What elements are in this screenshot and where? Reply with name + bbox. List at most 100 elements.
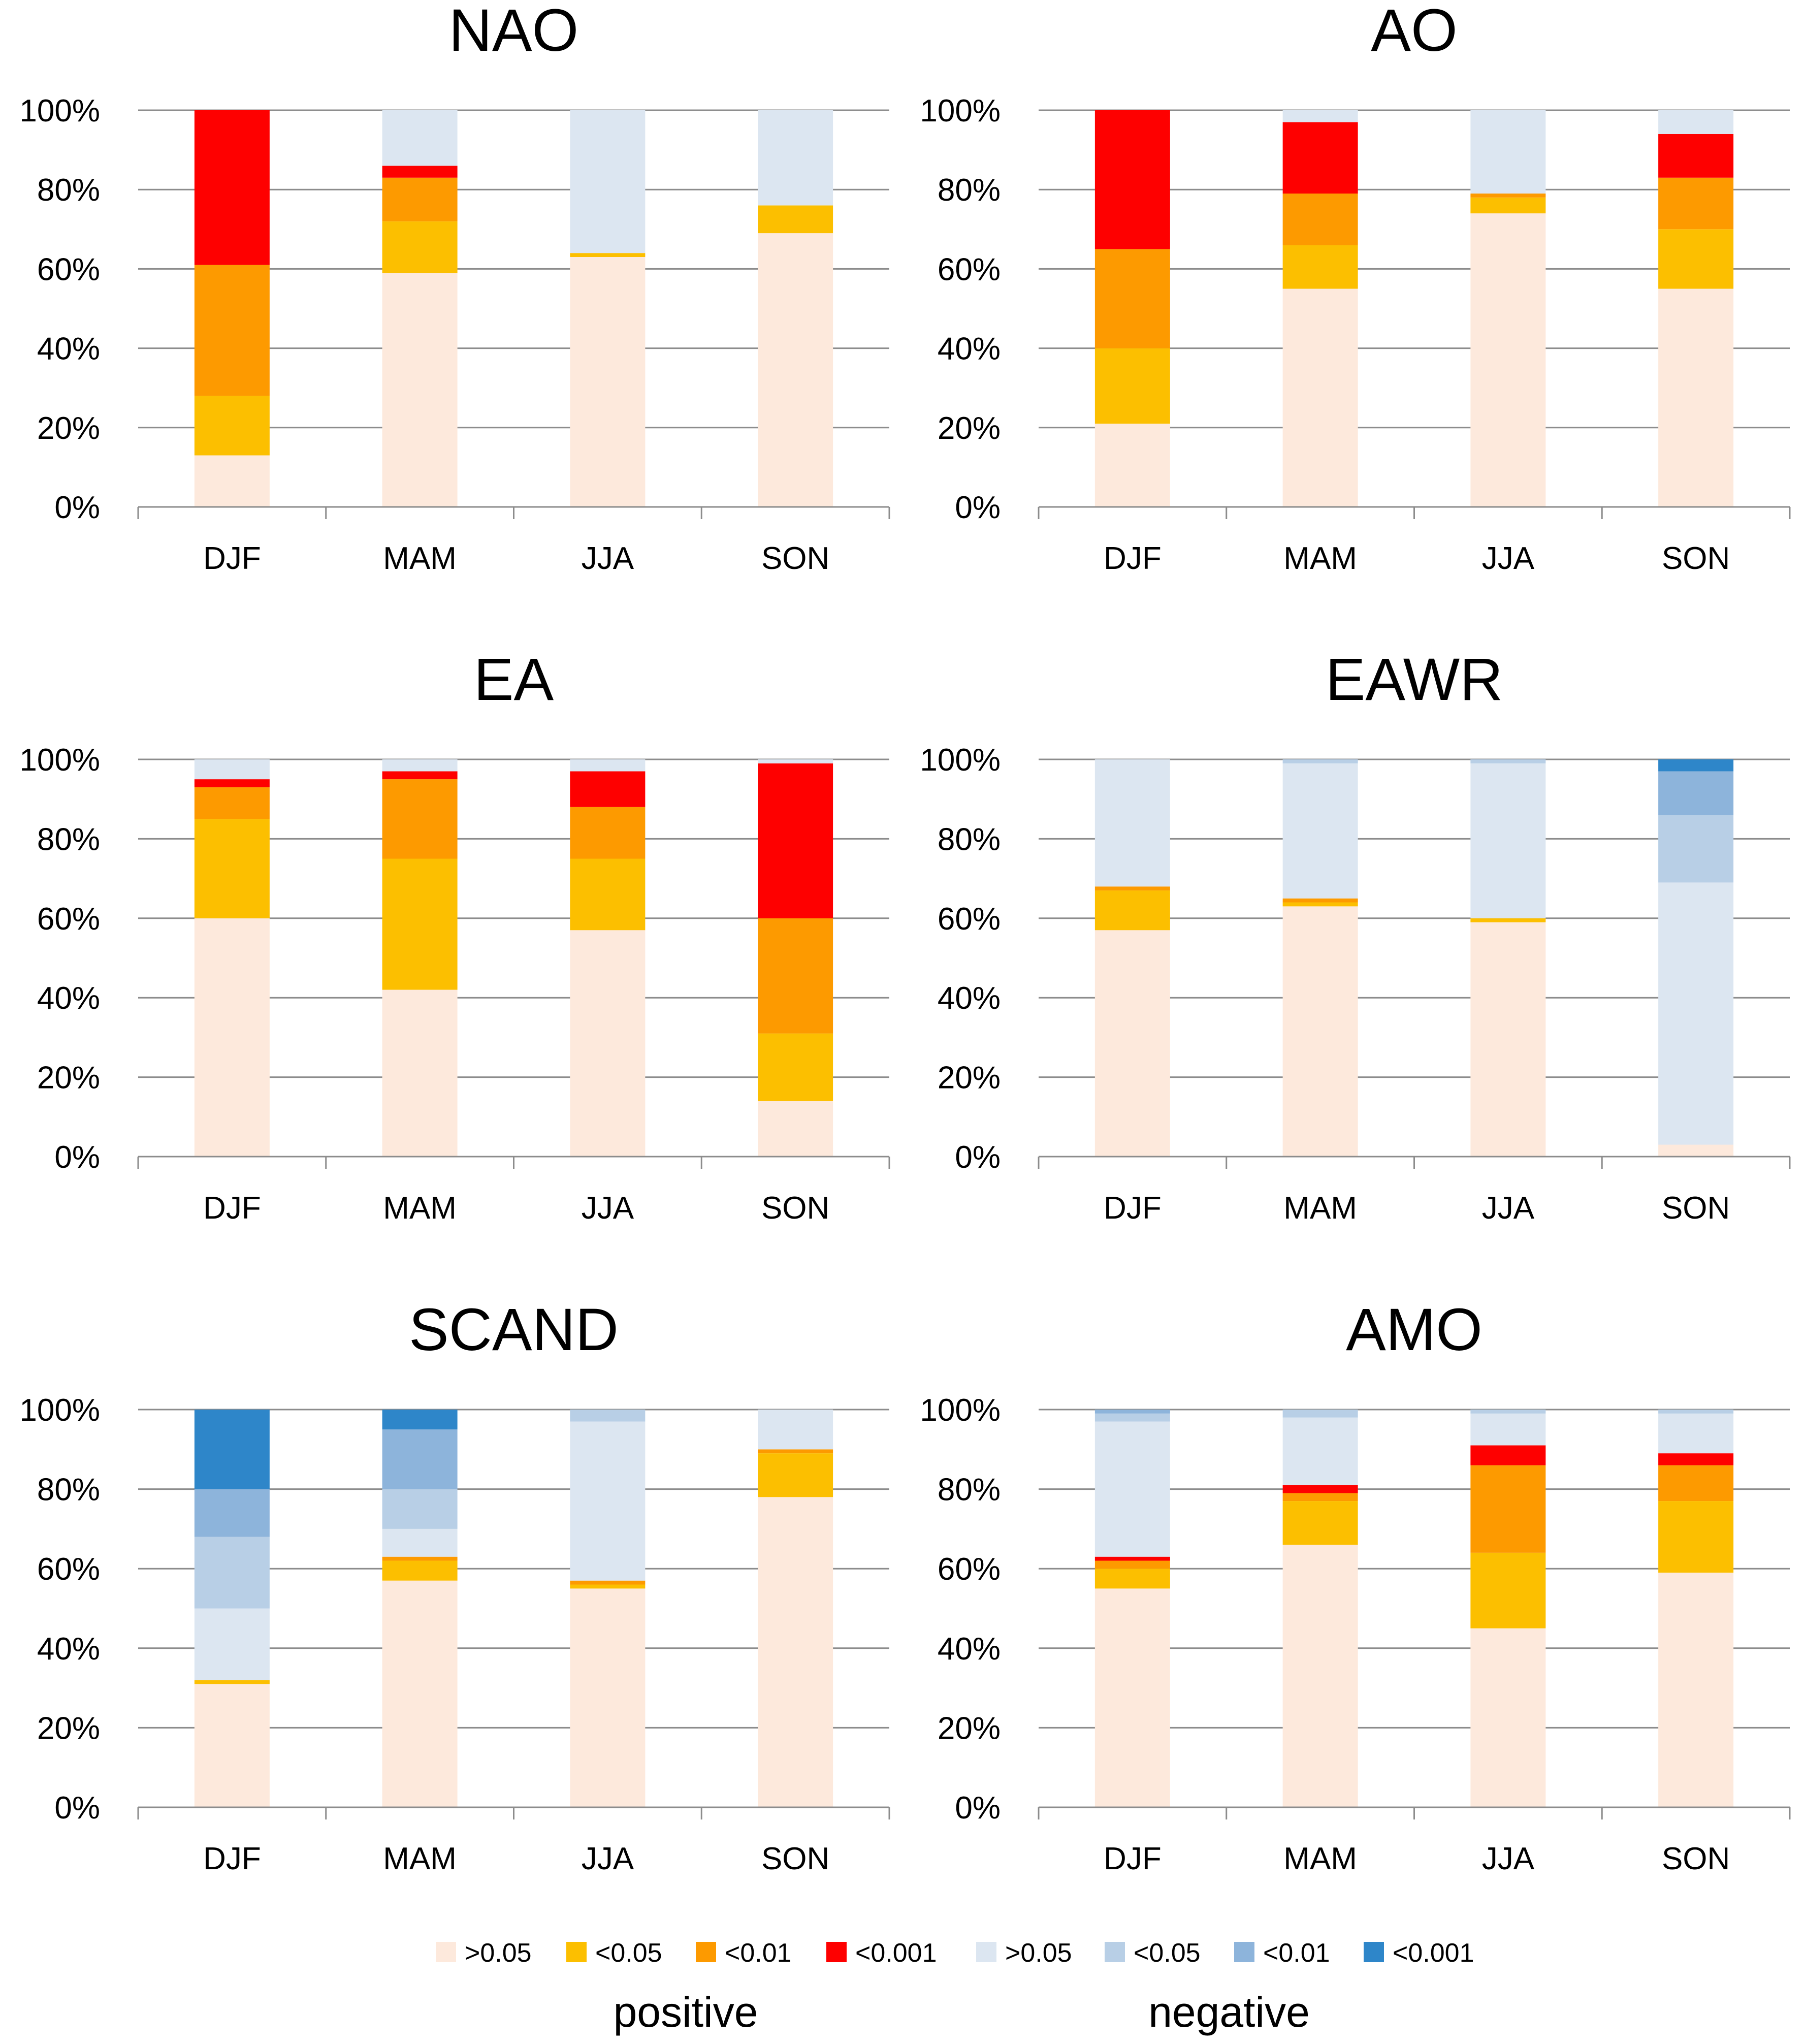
bar-segment [1282,110,1358,122]
bar-segment [1094,1413,1170,1422]
bar-segment [1658,110,1734,134]
x-tick-label: JJA [1482,1841,1535,1876]
y-tick-label: 60% [37,902,100,937]
x-tick-label: JJA [1482,541,1535,576]
x-tick-label: DJF [203,1191,261,1226]
bar-segment [758,1410,833,1450]
y-tick-label: 20% [938,1711,1001,1746]
chart-title: AO [1371,0,1458,64]
bar-segment [570,257,646,507]
x-tick-label: DJF [1104,1841,1162,1876]
bar-segment [382,110,458,166]
bar-segment [194,396,270,456]
bar-segment [1470,194,1546,198]
x-tick-label: MAM [1283,541,1357,576]
bar-segment [382,1560,458,1581]
y-tick-label: 100% [920,93,1001,129]
bar-segment [1658,1144,1734,1157]
bar-segment [1094,1421,1170,1557]
bar-segment [1470,1413,1546,1446]
x-tick-label: JJA [582,541,634,576]
bar-segment [758,918,833,1034]
legend-swatch-positive-lt001 [696,1942,716,1962]
bar-segment [1658,1410,1734,1414]
bar-segment [1658,815,1734,883]
bar-segment [194,918,270,1157]
chart-title: AMO [1346,1296,1482,1363]
legend-label: <0.001 [855,1938,937,1968]
x-tick-label: MAM [1283,1191,1357,1226]
bar-segment [1658,771,1734,815]
bar-segment [1282,1410,1358,1418]
chart-title: SCAND [409,1296,619,1363]
legend-swatch-negative-gt005 [976,1942,996,1962]
bar-segment [1658,759,1734,772]
legend-label: >0.05 [465,1938,532,1968]
x-tick-label: JJA [582,1191,634,1226]
bar-segment [194,1410,270,1489]
bar-segment [1470,759,1546,763]
x-tick-label: MAM [383,1841,457,1876]
bar-segment [1094,249,1170,348]
bar-segment [1658,229,1734,289]
bar-segment [1282,1493,1358,1502]
bar-segment [1094,1588,1170,1807]
bar-segment [1094,1560,1170,1569]
bar-segment [1470,1465,1546,1553]
bar-segment [1470,1628,1546,1807]
legend-swatch-negative-lt0001 [1364,1942,1384,1962]
bar-segment [382,1410,458,1430]
bar-segment [570,858,646,931]
bar-segment [194,1680,270,1684]
y-tick-label: 0% [955,490,1001,525]
bar-segment [382,771,458,780]
bar-segment [1470,197,1546,214]
bar-segment [570,1421,646,1581]
bar-segment [382,1489,458,1529]
x-tick-label: JJA [582,1841,634,1876]
bar-segment [1094,110,1170,249]
bar-segment [1282,245,1358,289]
chart-title: EAWR [1326,646,1503,713]
bar-segment [194,1537,270,1609]
x-tick-label: SON [1662,541,1730,576]
legend-positive-label: positive [614,1988,758,2036]
bar-segment [194,265,270,396]
legend-swatch-positive-lt005 [566,1942,587,1962]
bar-segment [1658,1573,1734,1807]
bar-segment [1658,1413,1734,1454]
bar-segment [1282,122,1358,194]
bar-segment [1282,194,1358,245]
bar-segment [382,759,458,772]
bar-segment [1658,882,1734,1145]
x-tick-label: SON [761,541,829,576]
bar-segment [1094,1569,1170,1589]
bar-segment [382,1528,458,1557]
chart-panel-scand: SCAND 0% 20% 40% 60% 80% 100% DJF MAM JJA SON [19,1296,890,1876]
y-tick-label: 80% [938,1473,1001,1508]
bar-segment [1094,1556,1170,1561]
y-tick-label: 0% [955,1791,1001,1826]
bar-segment [382,779,458,859]
bar-segment [570,771,646,807]
y-tick-label: 20% [938,1061,1001,1096]
y-tick-label: 80% [938,173,1001,208]
legend-swatch-negative-lt001 [1234,1942,1254,1962]
y-tick-label: 80% [938,822,1001,857]
x-tick-label: DJF [203,1841,261,1876]
legend-swatch-positive-gt005 [436,1942,456,1962]
bar-segment [194,1489,270,1537]
y-tick-label: 0% [54,1140,100,1175]
bar-segment [570,1580,646,1585]
bar-segment [1094,886,1170,891]
bar-segment [570,1584,646,1589]
bar-segment [1658,134,1734,178]
x-tick-label: MAM [1283,1841,1357,1876]
bar-segment [758,759,833,763]
bar-segment [1470,1552,1546,1628]
chart-panel-nao: NAO 0% 20% 40% 60% 80% 100% DJF MAM JJA SON [19,0,890,576]
bar-segment [382,989,458,1157]
y-tick-label: 60% [37,252,100,287]
bar-segment [570,1410,646,1422]
